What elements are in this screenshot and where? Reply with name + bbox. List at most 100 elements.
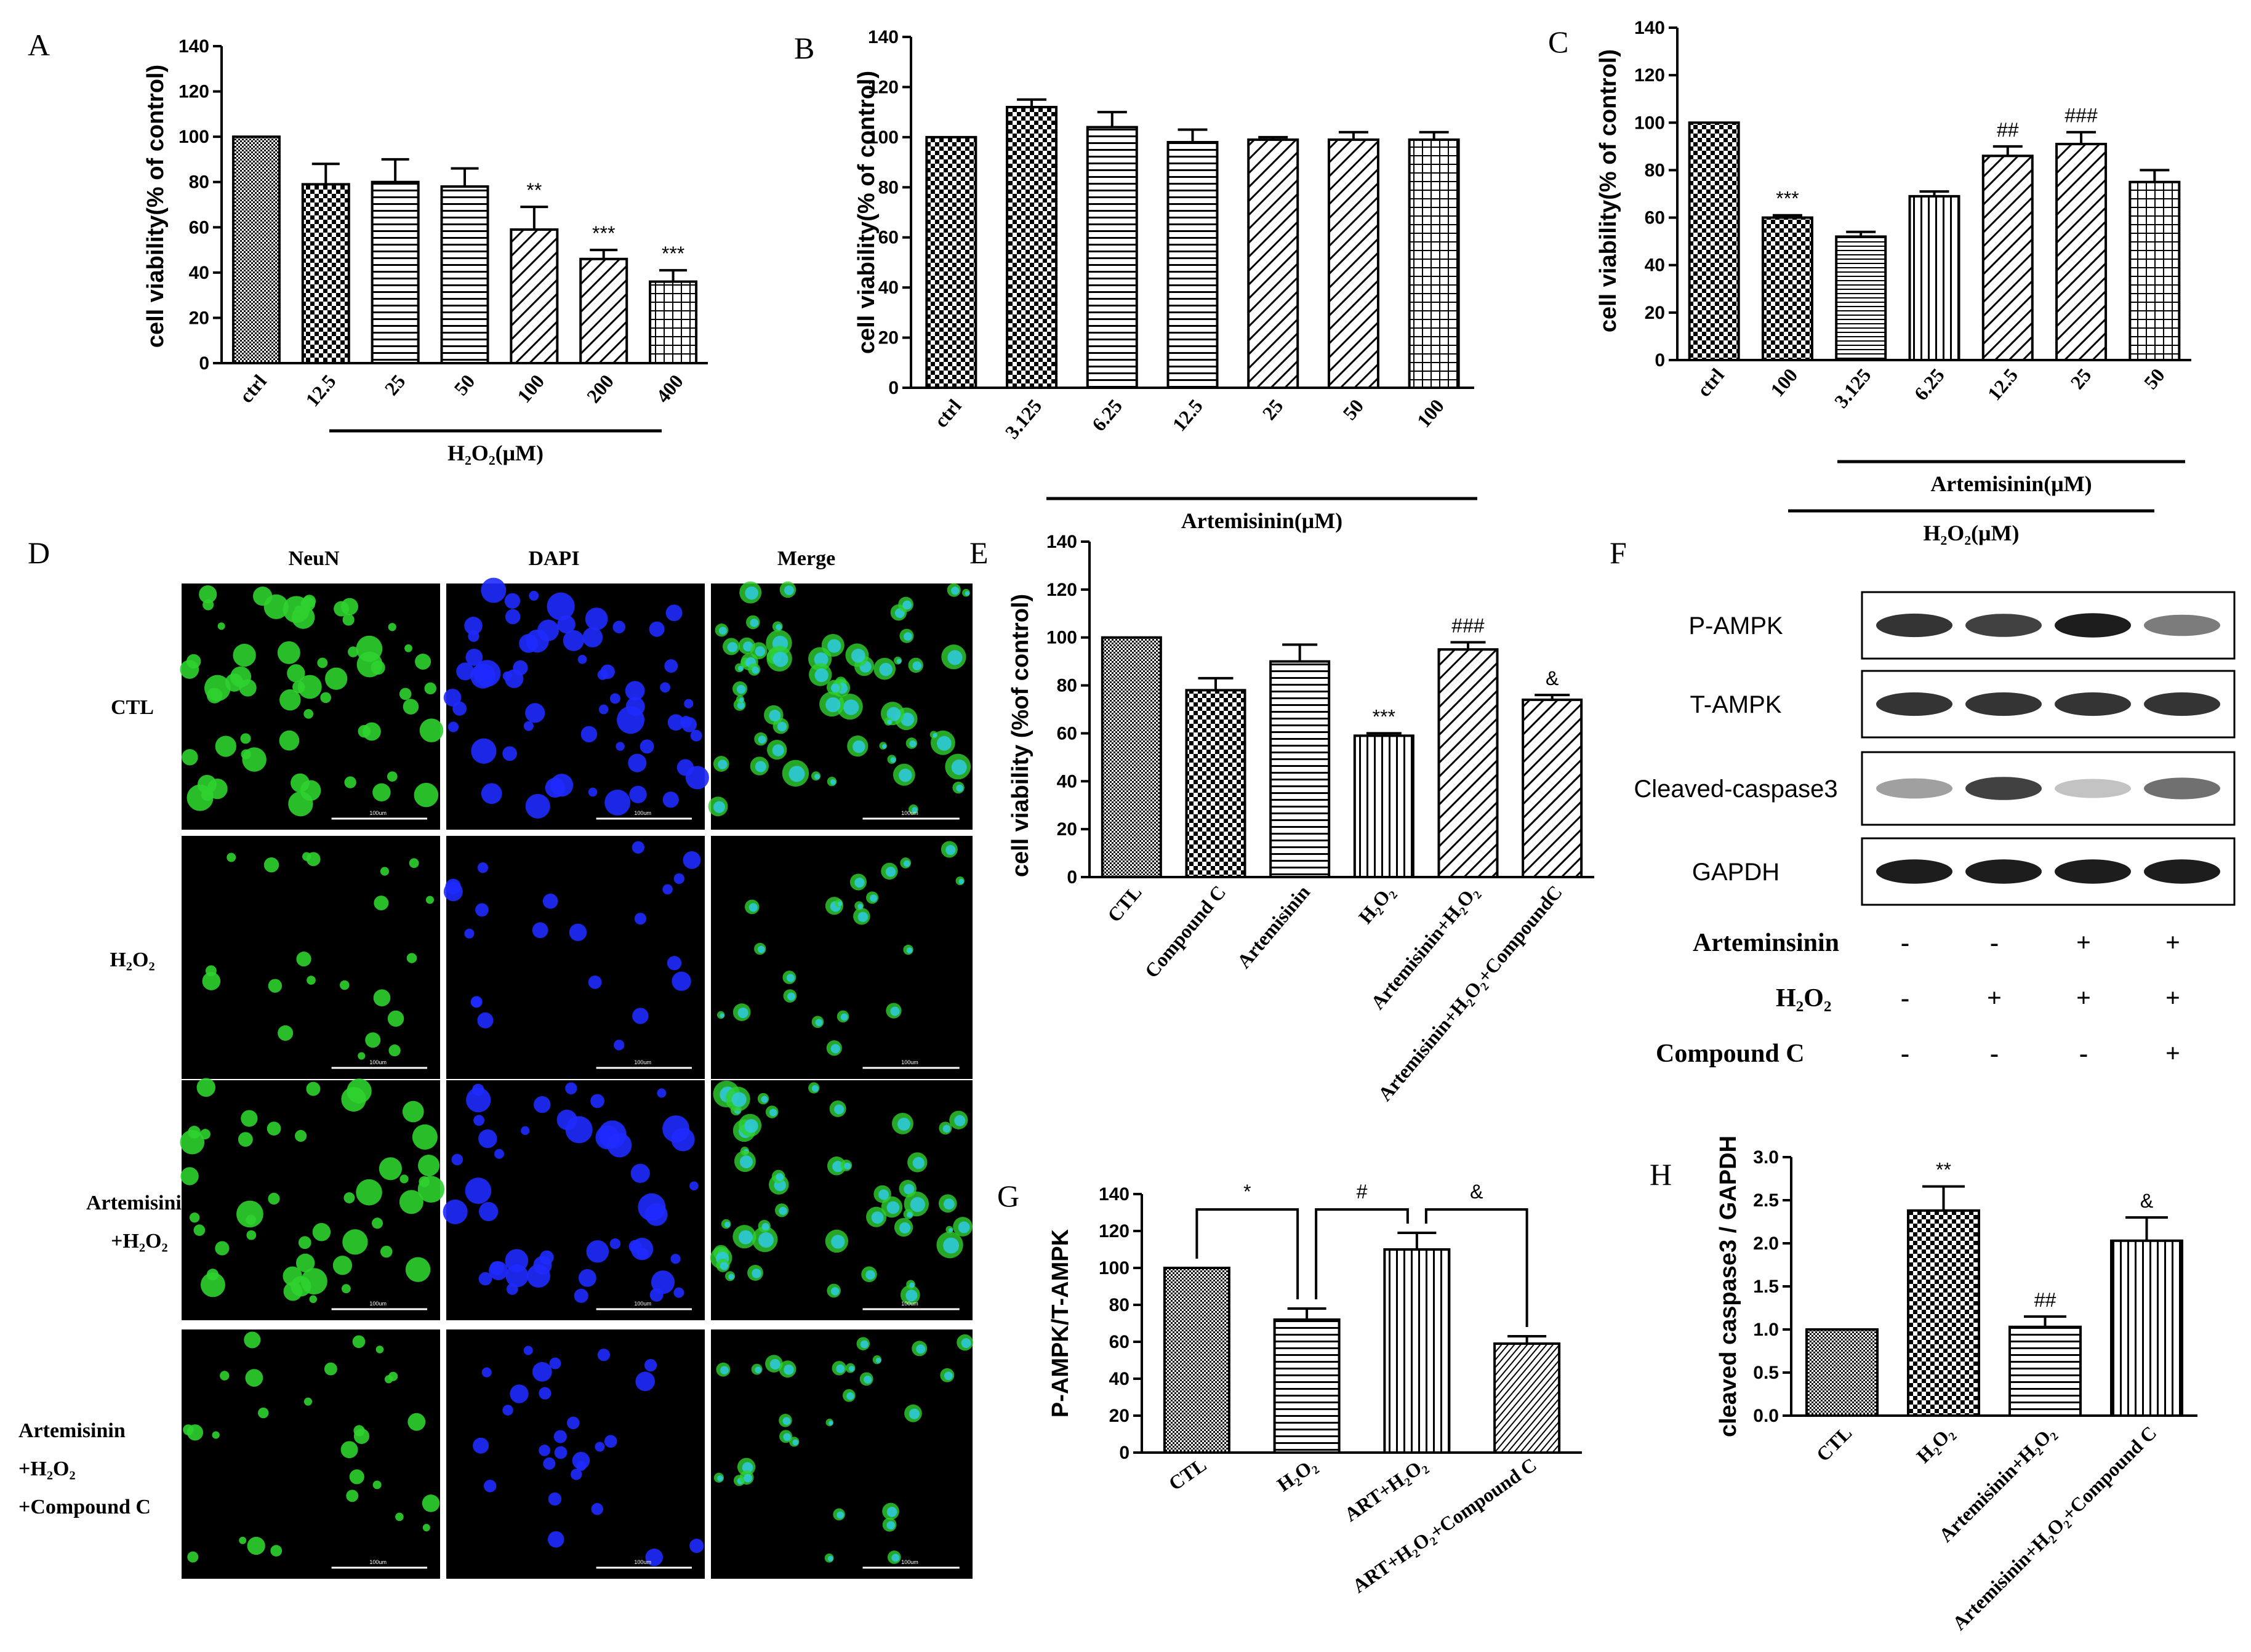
condition-sign: +: [1987, 984, 2002, 1012]
chart-g: G 0 20 40 60 80 100 120 140 P-AMPK/T-AMPK CTL H₂O₂ A…: [997, 1179, 1582, 1597]
row-label: H₂O₂: [110, 948, 154, 971]
condition-sign: +: [2165, 984, 2180, 1012]
blot-band: [2144, 777, 2220, 800]
category-label: H₂O₂: [1354, 881, 1398, 928]
band-label: GAPDH: [1692, 859, 1780, 886]
panel-d-row-labels: CTL H₂O₂ Artemisinin +H₂O₂ Artemisinin +H₂O₂ +…: [18, 696, 193, 1518]
bar-e-3: [1353, 734, 1414, 878]
blot-band: [1965, 777, 2042, 800]
panel-letter-b: B: [794, 31, 814, 65]
bar-a-3: [440, 185, 489, 364]
y-tick-label: 40: [1057, 771, 1077, 792]
bar-e-0: [1101, 636, 1162, 878]
bar-b-0: [925, 135, 977, 389]
blot-band: [2055, 779, 2131, 798]
bar-c-4: [1981, 154, 2034, 362]
category-label: 12.5: [1168, 395, 1207, 435]
scale-bar-label: 100um: [634, 1301, 651, 1307]
blot-band: [2144, 614, 2220, 636]
category-label: 6.25: [1088, 395, 1127, 435]
bracket-label: *: [1243, 1181, 1251, 1203]
column-header-neun: NeuN: [288, 547, 340, 570]
micrograph-r0-c0: 100um: [180, 583, 444, 830]
y-tick-label: 100: [1099, 1258, 1130, 1278]
scale-bar-label: 100um: [634, 1559, 651, 1565]
y-tick-label: 80: [189, 172, 209, 193]
chart-b: B 0 20 40 60 80 100 120 140 cell viability(% of c…: [794, 27, 1477, 533]
category-label: ctrl: [929, 395, 965, 431]
band-label: Cleaved-caspase3: [1634, 776, 1837, 803]
y-tick-label: 140: [1046, 532, 1077, 552]
y-tick-label: 120: [1099, 1221, 1130, 1241]
category-label: ctrl: [1693, 364, 1728, 401]
category-label: CTL: [1165, 1453, 1211, 1494]
micrograph-r3-c0: 100um: [182, 1329, 440, 1579]
condition-sign: -: [2079, 1040, 2088, 1068]
y-tick-label: 60: [1109, 1332, 1130, 1352]
group-label: Artemisinin(μM): [1181, 508, 1342, 533]
category-label: H₂O₂: [1273, 1453, 1320, 1496]
y-tick-label: 1.0: [1753, 1320, 1779, 1340]
bar-a-5: [579, 257, 628, 364]
significance-label: ##: [1997, 119, 2019, 141]
condition-sign: -: [1901, 984, 1909, 1012]
chart-h: H 0.0 0.5 1.0 1.5 2.0 2.5 3.0 cleaved caspase3 /…: [1650, 1136, 2197, 1634]
y-tick-label: 140: [1099, 1184, 1130, 1205]
blot-band: [2144, 692, 2220, 716]
category-label: Compound C: [1140, 881, 1230, 982]
band-label: T-AMPK: [1690, 691, 1782, 718]
category-label: Artemisinin: [1232, 881, 1314, 972]
blot-band: [2055, 613, 2131, 638]
y-tick-label: 0: [1067, 867, 1077, 888]
significance-label: ***: [592, 222, 615, 244]
panel-letter-c: C: [1548, 25, 1568, 59]
chart-e: E 0 20 40 60 80 100 120 140 cell viability (%of c…: [969, 532, 1594, 1105]
condition-sign: +: [2076, 984, 2091, 1012]
bar-b-6: [1408, 138, 1460, 390]
y-axis-title: cell viability(% of control): [854, 71, 880, 354]
scale-bar-label: 100um: [634, 810, 651, 816]
bracket-label: &: [1470, 1181, 1483, 1203]
panel-letter-f: F: [1610, 535, 1627, 570]
y-tick-label: 0.0: [1753, 1406, 1779, 1426]
micrograph-r2-c1: 100um: [443, 1080, 705, 1320]
bar-e-2: [1269, 660, 1331, 878]
y-tick-label: 40: [878, 278, 899, 298]
y-axis-title: cleaved caspase3 / GAPDH: [1715, 1136, 1741, 1437]
condition-sign: -: [1901, 1040, 1909, 1068]
y-tick-label: 100: [1046, 628, 1077, 648]
bar-b-1: [1006, 106, 1058, 389]
bar-a-0: [231, 135, 281, 364]
scale-bar-label: 100um: [901, 1059, 918, 1065]
category-label: 6.25: [1909, 364, 1949, 404]
condition-sign: +: [2076, 929, 2091, 957]
micrograph-r3-c1: 100um: [446, 1329, 705, 1579]
bar-c-6: [2129, 180, 2181, 361]
micrograph-r2-c2: 100um: [710, 1080, 973, 1320]
bar-b-3: [1166, 141, 1219, 389]
y-tick-label: 120: [1634, 65, 1665, 86]
condition-label: H₂O₂: [1776, 984, 1832, 1012]
y-tick-label: 60: [1645, 208, 1665, 228]
y-tick-label: 20: [1645, 303, 1665, 323]
category-label: Artemisinin+H₂O₂+Compound C: [1948, 1421, 2161, 1634]
bar-g-3: [1493, 1342, 1561, 1454]
y-tick-label: 140: [868, 27, 899, 47]
bar-e-1: [1185, 689, 1246, 879]
y-tick-label: 20: [1109, 1406, 1130, 1426]
y-tick-label: 20: [189, 308, 209, 328]
y-tick-label: 80: [878, 177, 899, 198]
bar-a-2: [371, 180, 420, 364]
condition-sign: +: [2165, 1040, 2180, 1068]
bar-g-2: [1383, 1248, 1451, 1454]
y-tick-label: 40: [1645, 255, 1665, 276]
y-tick-label: 140: [1634, 18, 1665, 38]
bar-b-5: [1327, 138, 1379, 390]
micrograph-r0-c2: 100um: [708, 581, 973, 830]
condition-sign: -: [1990, 929, 1999, 957]
scale-bar-label: 100um: [369, 1559, 387, 1565]
significance-label: **: [526, 179, 542, 201]
scale-bar-label: 100um: [634, 1059, 651, 1065]
bar-h-0: [1805, 1328, 1879, 1417]
category-label: 200: [582, 370, 618, 407]
